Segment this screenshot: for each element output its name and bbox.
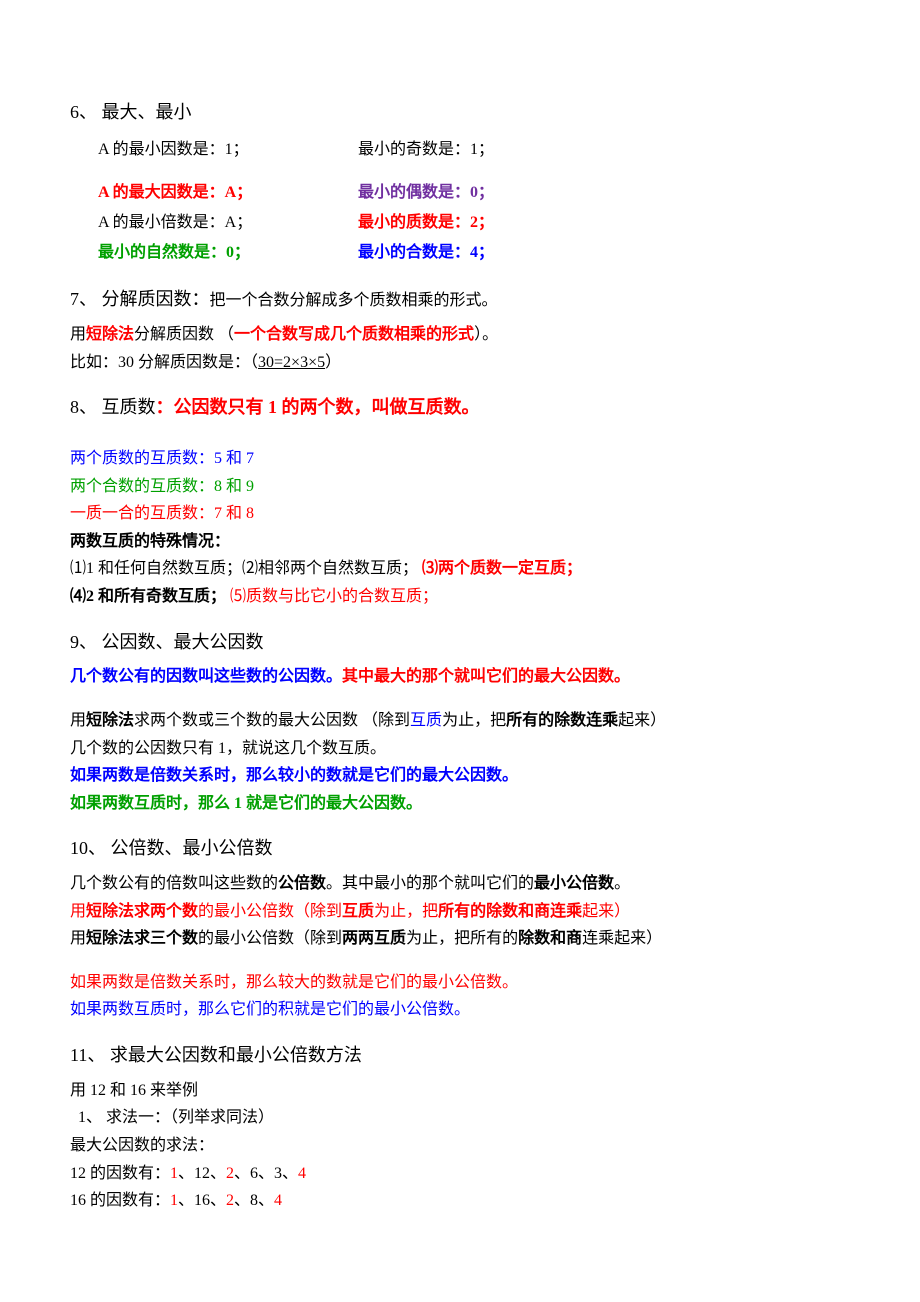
s10-l3e: 为止，把所有的 [406, 930, 518, 947]
s9-l1b: 其中最大的那个就叫它们的最大公因数。 [342, 668, 630, 685]
s11-l3: 最大公因数的求法： [70, 1133, 850, 1159]
s7-l1d: 一个合数写成几个质数相乘的形式 [234, 326, 474, 343]
s9-l2c: 求两个数或三个数的最大公因数 （除到 [134, 712, 410, 729]
s9-l1: 几个数公有的因数叫这些数的公因数。其中最大的那个就叫它们的最大公因数。 [70, 664, 850, 690]
s10-l3d: 两两互质 [342, 930, 406, 947]
s7-l2b: 30=2×3×5 [258, 354, 325, 371]
s11-l5d: 2 [226, 1192, 234, 1209]
s10-l2: 用短除法求两个数的最小公倍数（除到互质为止，把所有的除数和商连乘起来） [70, 899, 850, 925]
s10-l3f: 除数和商 [518, 930, 582, 947]
s8-l1: 两个质数的互质数：5 和 7 [70, 446, 850, 472]
s10-l2g: 起来） [582, 903, 630, 920]
s10-l2c: 的最小公倍数（除到 [198, 903, 342, 920]
s9-l2b: 短除法 [86, 712, 134, 729]
s10-l3b: 短除法求三个数 [86, 930, 198, 947]
s11-l5c: 、16、 [178, 1192, 226, 1209]
s8-l6b: ⑸质数与比它小的合数互质； [226, 588, 438, 605]
s7-l1e: ）。 [474, 326, 498, 343]
s8-l5a: ⑴1 和任何自然数互质；⑵相邻两个自然数互质； [70, 560, 422, 577]
s7-l1c: 分解质因数 （ [134, 326, 234, 343]
s10-l1e: 。 [614, 875, 630, 892]
section-7-title: 7、 分解质因数：把一个合数分解成多个质数相乘的形式。 [70, 285, 850, 314]
s10-l3g: 连乘起来） [582, 930, 662, 947]
s11-l1: 用 12 和 16 来举例 [70, 1078, 850, 1104]
section-6-title: 6、 最大、最小 [70, 98, 850, 127]
s11-l5e: 、8、 [234, 1192, 274, 1209]
s9-l2e: 为止，把 [442, 712, 506, 729]
s10-l2e: 为止，把 [374, 903, 438, 920]
s10-l2a: 用 [70, 903, 86, 920]
s11-l5a: 16 的因数有： [70, 1192, 170, 1209]
s6-r4l: 最小的自然数是：0； [98, 240, 358, 266]
s9-l5: 如果两数互质时，那么 1 就是它们的最大公因数。 [70, 791, 850, 817]
s11-l4c: 、12、 [178, 1165, 226, 1182]
s6-r3l: A 的最小倍数是：A； [98, 210, 358, 236]
s10-l2d: 互质 [342, 903, 374, 920]
s8-l5b: ⑶两个质数一定互质； [422, 560, 582, 577]
s9-l3: 几个数的公因数只有 1，就说这几个数互质。 [70, 736, 850, 762]
s11-l4b: 1 [170, 1165, 178, 1182]
section-8-title: 8、 互质数：公因数只有 1 的两个数，叫做互质数。 [70, 393, 850, 422]
s9-l4: 如果两数是倍数关系时，那么较小的数就是它们的最大公因数。 [70, 763, 850, 789]
s10-l2f: 所有的除数和商连乘 [438, 903, 582, 920]
s8-title-b: ：公因数只有 1 的两个数，叫做互质数。 [156, 397, 480, 417]
s11-l2: 1、 求法一：（列举求同法） [78, 1105, 850, 1131]
s9-l2f: 所有的除数连乘 [506, 712, 618, 729]
s6-r3r: 最小的质数是：2； [358, 210, 494, 236]
s10-l1a: 几个数公有的倍数叫这些数的 [70, 875, 278, 892]
s7-l2a: 比如：30 分解质因数是：（ [70, 354, 258, 371]
s6-r2r: 最小的偶数是：0； [358, 180, 494, 206]
s8-l3: 一质一合的互质数：7 和 8 [70, 501, 850, 527]
s11-l5b: 1 [170, 1192, 178, 1209]
s9-l2: 用短除法求两个数或三个数的最大公因数 （除到互质为止，把所有的除数连乘起来） [70, 708, 850, 734]
s7-title-b: 把一个合数分解成多个质数相乘的形式。 [210, 292, 498, 309]
s6-r2l: A 的最大因数是：A； [98, 180, 358, 206]
s9-l2a: 用 [70, 712, 86, 729]
s7-line1: 用短除法分解质因数 （一个合数写成几个质数相乘的形式）。 [70, 322, 850, 348]
s9-l2g: 起来） [618, 712, 666, 729]
s6-r1l: A 的最小因数是：1； [98, 137, 358, 163]
s11-l4d: 2 [226, 1165, 234, 1182]
s6-r4r: 最小的合数是：4； [358, 240, 494, 266]
s7-l1a: 用 [70, 326, 86, 343]
s7-l1b: 短除法 [86, 326, 134, 343]
s11-l4: 12 的因数有：1、12、2、6、3、4 [70, 1161, 850, 1187]
s10-l4: 如果两数是倍数关系时，那么较大的数就是它们的最小公倍数。 [70, 970, 850, 996]
s10-l3: 用短除法求三个数的最小公倍数（除到两两互质为止，把所有的除数和商连乘起来） [70, 926, 850, 952]
s7-l2c: ） [325, 354, 341, 371]
s9-l1a: 几个数公有的因数叫这些数的公因数。 [70, 668, 342, 685]
s8-title-a: 8、 互质数 [70, 397, 156, 417]
s10-l1: 几个数公有的倍数叫这些数的公倍数。其中最小的那个就叫它们的最小公倍数。 [70, 871, 850, 897]
s10-l2b: 短除法求两个数 [86, 903, 198, 920]
s7-title-a: 7、 分解质因数： [70, 289, 210, 309]
s8-l6a: ⑷2 和所有奇数互质； [70, 588, 226, 605]
section-9-title: 9、 公因数、最大公因数 [70, 628, 850, 657]
s10-l5: 如果两数互质时，那么它们的积就是它们的最小公倍数。 [70, 997, 850, 1023]
s8-l4: 两数互质的特殊情况： [70, 529, 850, 555]
s8-l6: ⑷2 和所有奇数互质； ⑸质数与比它小的合数互质； [70, 584, 850, 610]
s10-l1b: 公倍数 [278, 875, 326, 892]
section-10-title: 10、 公倍数、最小公倍数 [70, 834, 850, 863]
s7-line2: 比如：30 分解质因数是：（30=2×3×5） [70, 350, 850, 376]
section-11-title: 11、 求最大公因数和最小公倍数方法 [70, 1041, 850, 1070]
s11-l4a: 12 的因数有： [70, 1165, 170, 1182]
s8-l5: ⑴1 和任何自然数互质；⑵相邻两个自然数互质； ⑶两个质数一定互质； [70, 556, 850, 582]
s11-l4f: 4 [298, 1165, 306, 1182]
s6-r1r: 最小的奇数是：1； [358, 137, 494, 163]
s11-l4e: 、6、3、 [234, 1165, 298, 1182]
s10-l1c: 。其中最小的那个就叫它们的 [326, 875, 534, 892]
s10-l1d: 最小公倍数 [534, 875, 614, 892]
s8-l2: 两个合数的互质数：8 和 9 [70, 474, 850, 500]
s10-l3c: 的最小公倍数（除到 [198, 930, 342, 947]
s9-l2d: 互质 [410, 712, 442, 729]
s10-l3a: 用 [70, 930, 86, 947]
s11-l5f: 4 [274, 1192, 282, 1209]
s11-l5: 16 的因数有：1、16、2、8、4 [70, 1188, 850, 1214]
